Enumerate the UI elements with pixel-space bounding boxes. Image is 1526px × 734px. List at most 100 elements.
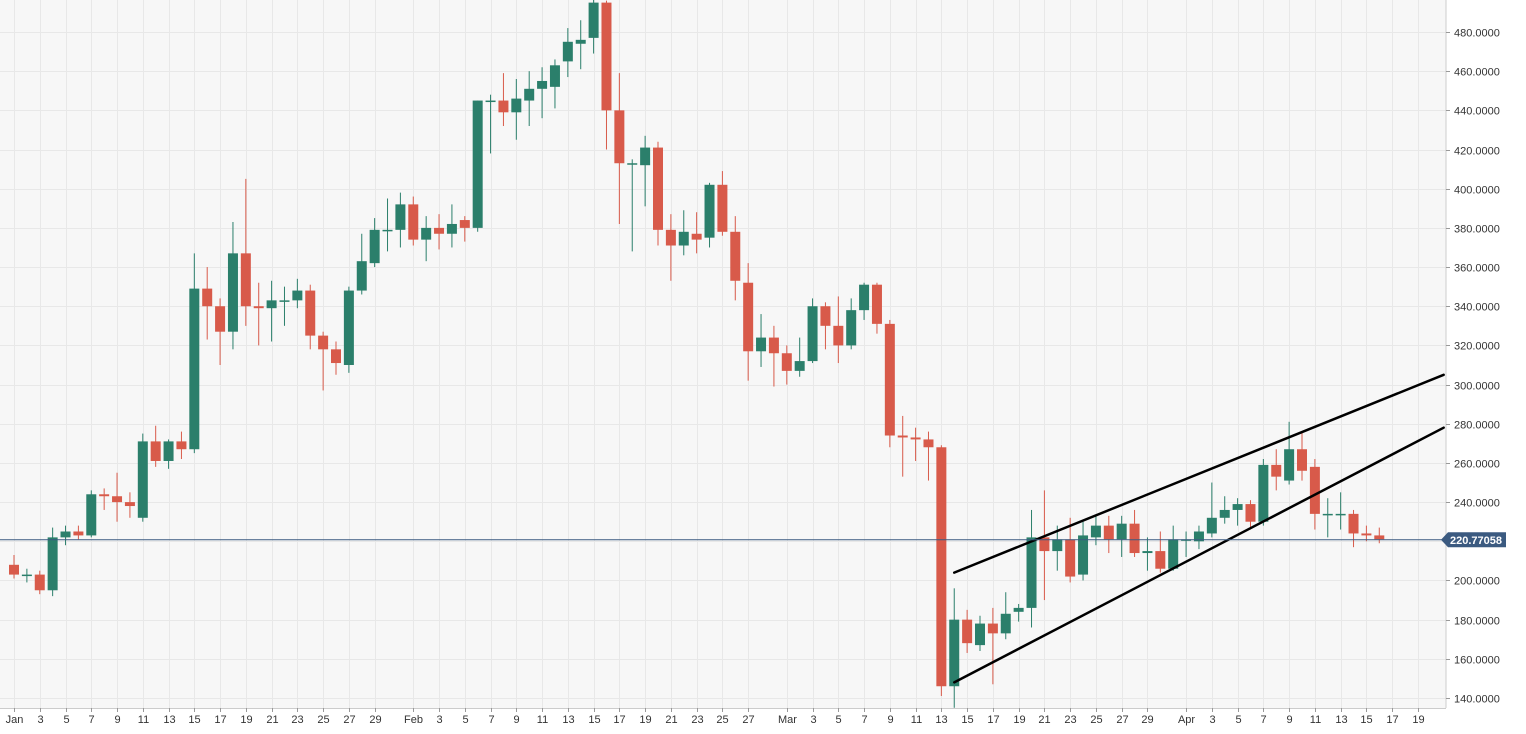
candle-down [1245, 500, 1256, 530]
candle-down [124, 492, 135, 518]
candle-up [794, 337, 805, 377]
candle-down [768, 325, 779, 387]
candle-body [936, 447, 947, 687]
candle-up [549, 59, 560, 109]
candle-body [756, 337, 767, 352]
candle-body [176, 441, 187, 450]
candle-down [717, 171, 728, 236]
candle-down [601, 0, 612, 150]
candle-down [730, 216, 741, 301]
candle-up [1168, 525, 1179, 571]
candle-body [640, 147, 651, 166]
x-tick-label: 7 [1260, 714, 1266, 726]
candle-body [846, 310, 857, 346]
last-price-value: 220.77058 [1450, 535, 1502, 547]
candle-up [756, 314, 767, 367]
x-tick-label: 15 [588, 714, 600, 726]
candle-body [691, 233, 702, 240]
price-axis-background [1446, 0, 1526, 734]
x-tick-label: 9 [887, 714, 893, 726]
candle-up [421, 216, 432, 262]
x-tick-label: 29 [369, 714, 381, 726]
candle-up [640, 135, 651, 207]
candle-body [871, 284, 882, 324]
candle-up [446, 204, 457, 248]
candle-body [112, 496, 123, 503]
candle-body [1361, 533, 1372, 536]
candle-up [807, 298, 818, 364]
x-tick-label: 23 [291, 714, 303, 726]
candle-up [859, 282, 870, 320]
candle-down [871, 282, 882, 334]
y-tick-label: 460.0000 [1454, 67, 1500, 79]
y-axis: 140.0000160.0000180.0000200.0000220.0000… [1446, 28, 1500, 706]
candle-down [833, 296, 844, 364]
candle-body [562, 41, 573, 62]
x-tick-label: 23 [691, 714, 703, 726]
candle-body [266, 300, 277, 309]
candle-down [743, 263, 754, 381]
candle-down [240, 178, 251, 326]
candle-up [1000, 592, 1011, 640]
candle-body [356, 261, 367, 291]
candle-down [1361, 525, 1372, 542]
candle-body [549, 65, 560, 87]
candle-body [1245, 504, 1256, 522]
candle-body [717, 184, 728, 232]
candle-up [1026, 509, 1037, 628]
x-tick-label: 9 [513, 714, 519, 726]
candle-down [112, 472, 123, 522]
candle-body [253, 306, 264, 309]
candle-body [60, 531, 71, 538]
candle-body [189, 288, 200, 450]
x-tick-label: 27 [742, 714, 754, 726]
x-tick-label: 7 [88, 714, 94, 726]
candle-down [408, 196, 419, 246]
candle-body [305, 290, 316, 336]
candle-body [588, 2, 599, 38]
candle-body [421, 227, 432, 240]
x-tick-label: 9 [114, 714, 120, 726]
candle-up [575, 20, 586, 70]
candle-body [1348, 513, 1359, 534]
candle-down [215, 298, 226, 365]
x-tick-label: 21 [1038, 714, 1050, 726]
candle-body [459, 220, 470, 228]
candle-down [1129, 509, 1140, 557]
candle-body [73, 531, 84, 536]
candle-down [665, 214, 676, 281]
y-tick-label: 180.0000 [1454, 616, 1500, 628]
candle-body [1193, 531, 1204, 542]
x-tick-label: 11 [911, 714, 922, 726]
candle-body [781, 353, 792, 371]
candle-up [949, 588, 960, 708]
x-tick-label: 5 [462, 714, 468, 726]
candle-body [1168, 539, 1179, 569]
candle-body [665, 229, 676, 246]
candle-body [1078, 535, 1089, 575]
candles [9, 0, 1385, 708]
candle-body [511, 98, 522, 113]
candle-down [962, 609, 973, 653]
x-tick-label: 5 [63, 714, 69, 726]
candle-down [1271, 449, 1282, 491]
candle-body [884, 323, 895, 436]
candle-down [459, 216, 470, 242]
x-tick-label: 11 [1310, 714, 1321, 726]
y-tick-label: 340.0000 [1454, 302, 1500, 314]
candle-up [279, 286, 290, 326]
x-tick-label: 19 [240, 714, 252, 726]
candle-body [768, 337, 779, 354]
candle-up [511, 79, 522, 140]
candle-up [1078, 521, 1089, 581]
candle-down [1374, 527, 1385, 544]
candle-body [987, 623, 998, 634]
x-tick-label: Jan [6, 714, 24, 726]
candle-body [601, 2, 612, 111]
candle-up [1116, 515, 1127, 557]
candle-body [34, 574, 45, 591]
x-tick-label: 13 [935, 714, 947, 726]
candle-body [240, 253, 251, 307]
x-tick-label: 19 [639, 714, 651, 726]
